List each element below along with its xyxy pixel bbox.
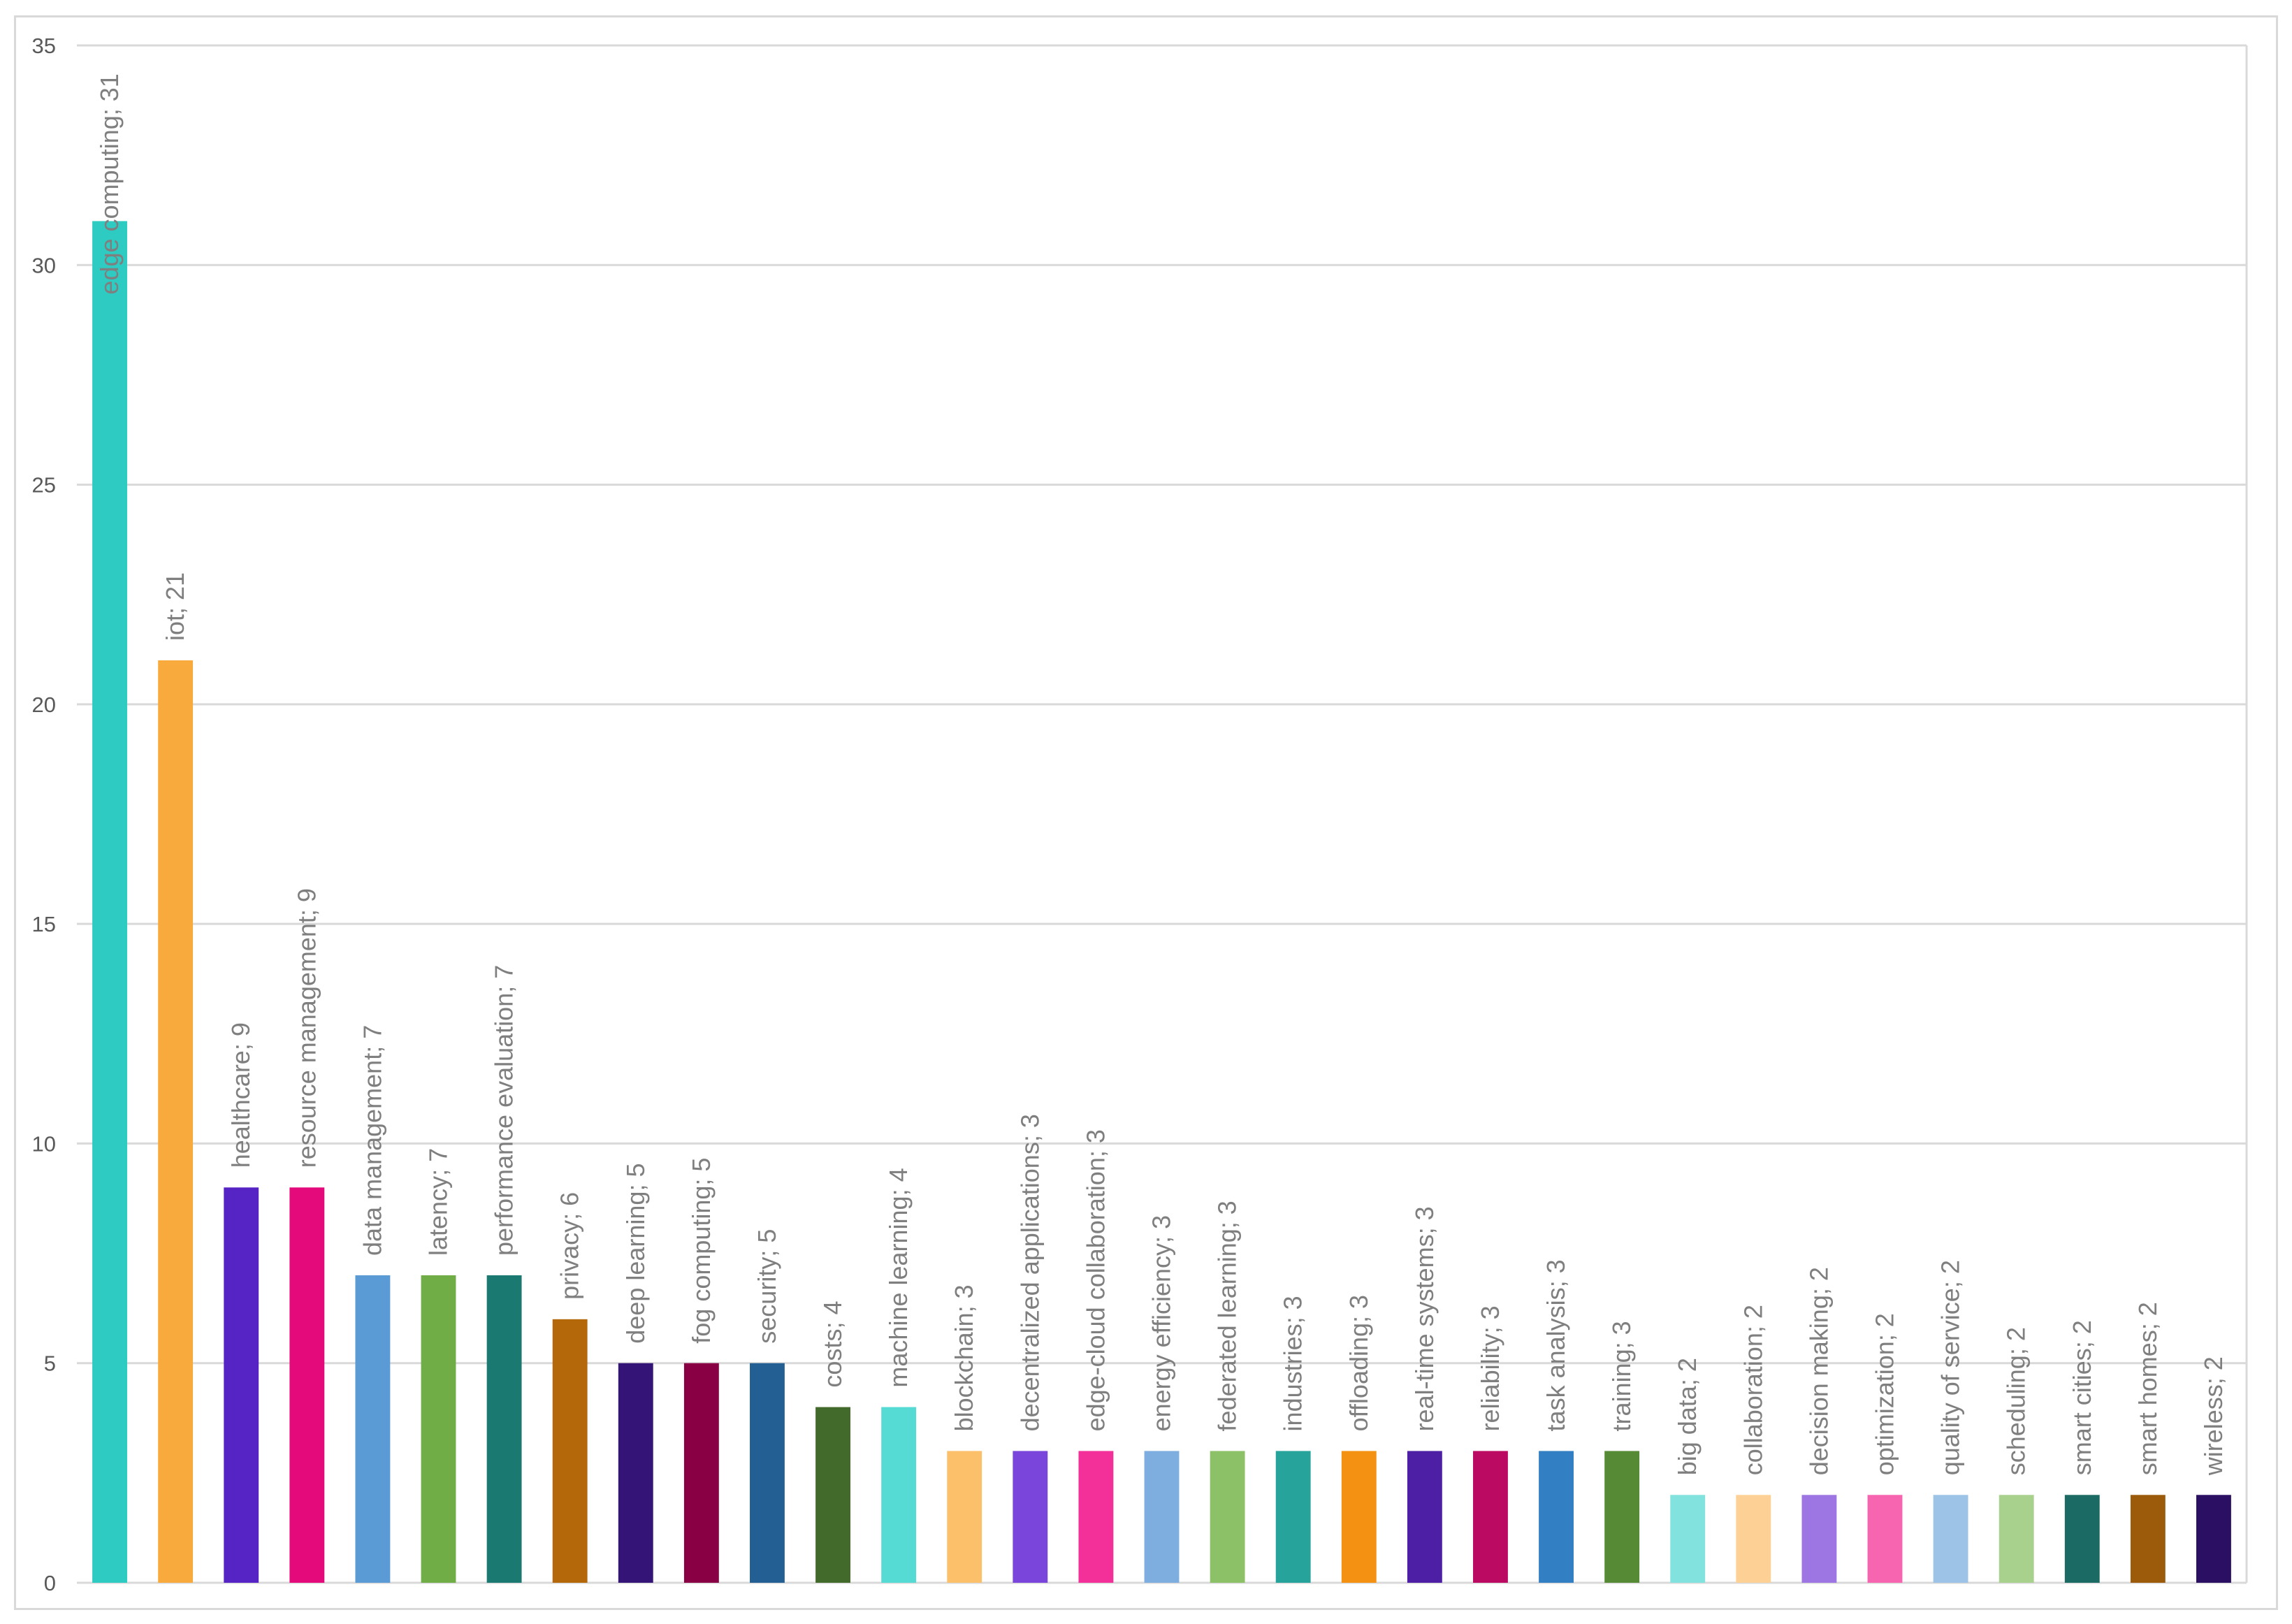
bar	[1210, 1451, 1245, 1583]
data-label: security; 5	[753, 1229, 781, 1344]
bar	[1867, 1495, 1903, 1583]
y-tick-label: 20	[32, 693, 56, 717]
data-label: resource management; 9	[292, 888, 321, 1168]
data-label: training; 3	[1607, 1321, 1636, 1431]
bar	[750, 1363, 785, 1583]
bar	[881, 1407, 917, 1583]
data-label: edge computing; 31	[95, 73, 124, 294]
bar	[1144, 1451, 1180, 1583]
bar	[815, 1407, 850, 1583]
data-label: offloading; 3	[1344, 1295, 1373, 1432]
data-label: real-time systems; 3	[1410, 1206, 1439, 1431]
data-label: fog computing; 5	[687, 1158, 716, 1344]
data-label: privacy; 6	[556, 1192, 584, 1300]
bar	[618, 1363, 653, 1583]
data-label: big data; 2	[1673, 1358, 1702, 1475]
data-label: costs; 4	[818, 1301, 847, 1388]
bar	[2196, 1495, 2231, 1583]
data-label: deep learning; 5	[621, 1163, 650, 1343]
data-label: federated learning; 3	[1213, 1201, 1242, 1431]
y-tick-label: 35	[32, 34, 56, 58]
bar	[1539, 1451, 1574, 1583]
data-label: industries; 3	[1279, 1296, 1307, 1431]
data-label: latency; 7	[424, 1148, 453, 1256]
data-label: decision making; 2	[1804, 1267, 1833, 1475]
bar	[92, 221, 127, 1583]
bar	[1013, 1451, 1048, 1583]
bar	[1078, 1451, 1114, 1583]
data-label: optimization; 2	[1871, 1313, 1899, 1475]
data-label: blockchain; 3	[950, 1284, 978, 1431]
data-label: reliability; 3	[1476, 1305, 1504, 1431]
data-label: healthcare; 9	[226, 1022, 255, 1168]
data-label: smart homes; 2	[2133, 1302, 2162, 1475]
bar	[1670, 1495, 1706, 1583]
bar	[2130, 1495, 2166, 1583]
bar	[1407, 1451, 1442, 1583]
data-label: quality of service; 2	[1936, 1260, 1965, 1475]
bar	[1736, 1495, 1771, 1583]
bar	[1473, 1451, 1508, 1583]
data-label: machine learning; 4	[884, 1168, 913, 1387]
chart-frame	[14, 15, 2278, 1610]
bar	[2064, 1495, 2100, 1583]
bar	[1604, 1451, 1640, 1583]
bar	[1933, 1495, 1968, 1583]
bar	[1341, 1451, 1377, 1583]
bar	[486, 1275, 522, 1583]
y-tick-label: 10	[32, 1131, 56, 1156]
y-tick-label: 5	[44, 1351, 56, 1376]
bar	[947, 1451, 982, 1583]
bar	[1801, 1495, 1837, 1583]
bar	[1275, 1451, 1311, 1583]
y-tick-label: 25	[32, 473, 56, 498]
data-label: task analysis; 3	[1542, 1259, 1570, 1431]
bar	[224, 1187, 259, 1583]
bar	[552, 1319, 588, 1583]
bar	[158, 660, 194, 1583]
data-label: energy efficiency; 3	[1147, 1215, 1176, 1432]
y-tick-label: 0	[44, 1571, 56, 1595]
data-label: scheduling; 2	[2002, 1327, 2031, 1475]
y-tick-label: 30	[32, 253, 56, 277]
data-label: data management; 7	[358, 1025, 386, 1256]
data-label: decentralized applications; 3	[1015, 1114, 1044, 1431]
bar	[1999, 1495, 2034, 1583]
data-label: collaboration; 2	[1739, 1305, 1767, 1475]
bar	[683, 1363, 719, 1583]
bar	[355, 1275, 391, 1583]
data-label: wireless; 2	[2199, 1356, 2228, 1476]
data-label: iot; 21	[161, 572, 189, 641]
data-label: smart cities; 2	[2068, 1320, 2096, 1475]
data-label: edge-cloud collaboration; 3	[1081, 1129, 1110, 1431]
data-label: performance evaluation; 7	[490, 965, 518, 1256]
bar	[289, 1187, 325, 1583]
y-tick-label: 15	[32, 912, 56, 936]
bar	[421, 1275, 456, 1583]
